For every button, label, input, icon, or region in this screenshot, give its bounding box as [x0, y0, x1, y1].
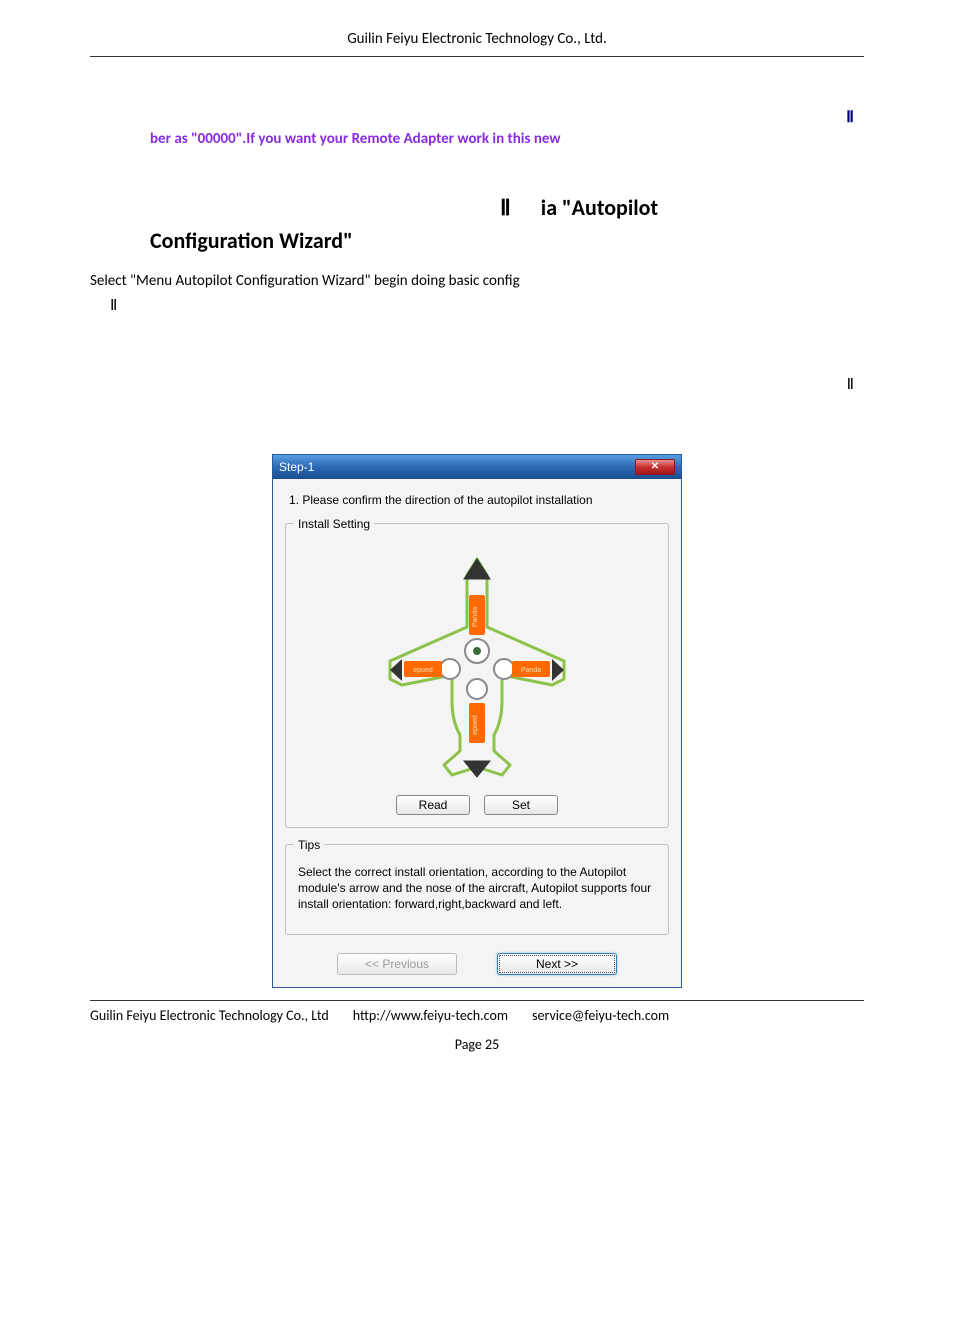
- footer-email: service@feiyu-tech.com: [532, 1007, 669, 1024]
- roman-two-heading: Ⅱ: [500, 195, 511, 220]
- next-button[interactable]: Next >>: [497, 953, 617, 975]
- wizard-dialog: Step-1 ✕ 1. Please confirm the direction…: [272, 454, 682, 989]
- body-paragraph: Select "Menu Autopilot Configuration Wiz…: [90, 267, 864, 296]
- section-heading: Ⅱ ia "Autopilot Configuration Wizard": [150, 191, 864, 257]
- tips-text: Select the correct install orientation, …: [294, 862, 660, 923]
- footer-url: http://www.feiyu-tech.com: [353, 1007, 508, 1024]
- install-setting-group: Install Setting: [285, 517, 669, 828]
- previous-button: << Previous: [337, 953, 457, 975]
- tips-legend: Tips: [294, 838, 324, 852]
- airplane-icon: Panda epued epued Panda: [372, 551, 582, 781]
- plane-diagram: Panda epued epued Panda: [294, 541, 660, 795]
- roman-two-small: Ⅱ: [110, 296, 864, 315]
- set-button[interactable]: Set: [484, 795, 558, 815]
- heading-right: ia "Autopilot: [541, 194, 658, 221]
- install-setting-legend: Install Setting: [294, 517, 374, 531]
- page-header: Guilin Feiyu Electronic Technology Co., …: [90, 30, 864, 57]
- purple-line: ber as "00000".If you want your Remote A…: [150, 127, 854, 151]
- page-footer: Guilin Feiyu Electronic Technology Co., …: [90, 1000, 864, 1024]
- heading-below: Configuration Wizard": [150, 224, 864, 257]
- step-instruction: 1. Please confirm the direction of the a…: [289, 493, 669, 507]
- dialog-title: Step-1: [279, 460, 314, 474]
- svg-text:Panda: Panda: [521, 667, 541, 674]
- page-number: Page 25: [90, 1036, 864, 1053]
- svg-text:epued: epued: [472, 715, 479, 735]
- tips-group: Tips Select the correct install orientat…: [285, 838, 669, 936]
- read-button[interactable]: Read: [396, 795, 470, 815]
- svg-text:Panda: Panda: [472, 606, 479, 626]
- footer-company: Guilin Feiyu Electronic Technology Co., …: [90, 1007, 329, 1024]
- roman-two-right: Ⅱ: [90, 375, 854, 394]
- roman-two-purple: Ⅱ: [846, 107, 854, 127]
- purple-block: Ⅱ ber as "00000".If you want your Remote…: [150, 107, 854, 151]
- svg-text:epued: epued: [413, 667, 433, 674]
- dialog-titlebar[interactable]: Step-1 ✕: [273, 455, 681, 479]
- close-button[interactable]: ✕: [635, 459, 675, 475]
